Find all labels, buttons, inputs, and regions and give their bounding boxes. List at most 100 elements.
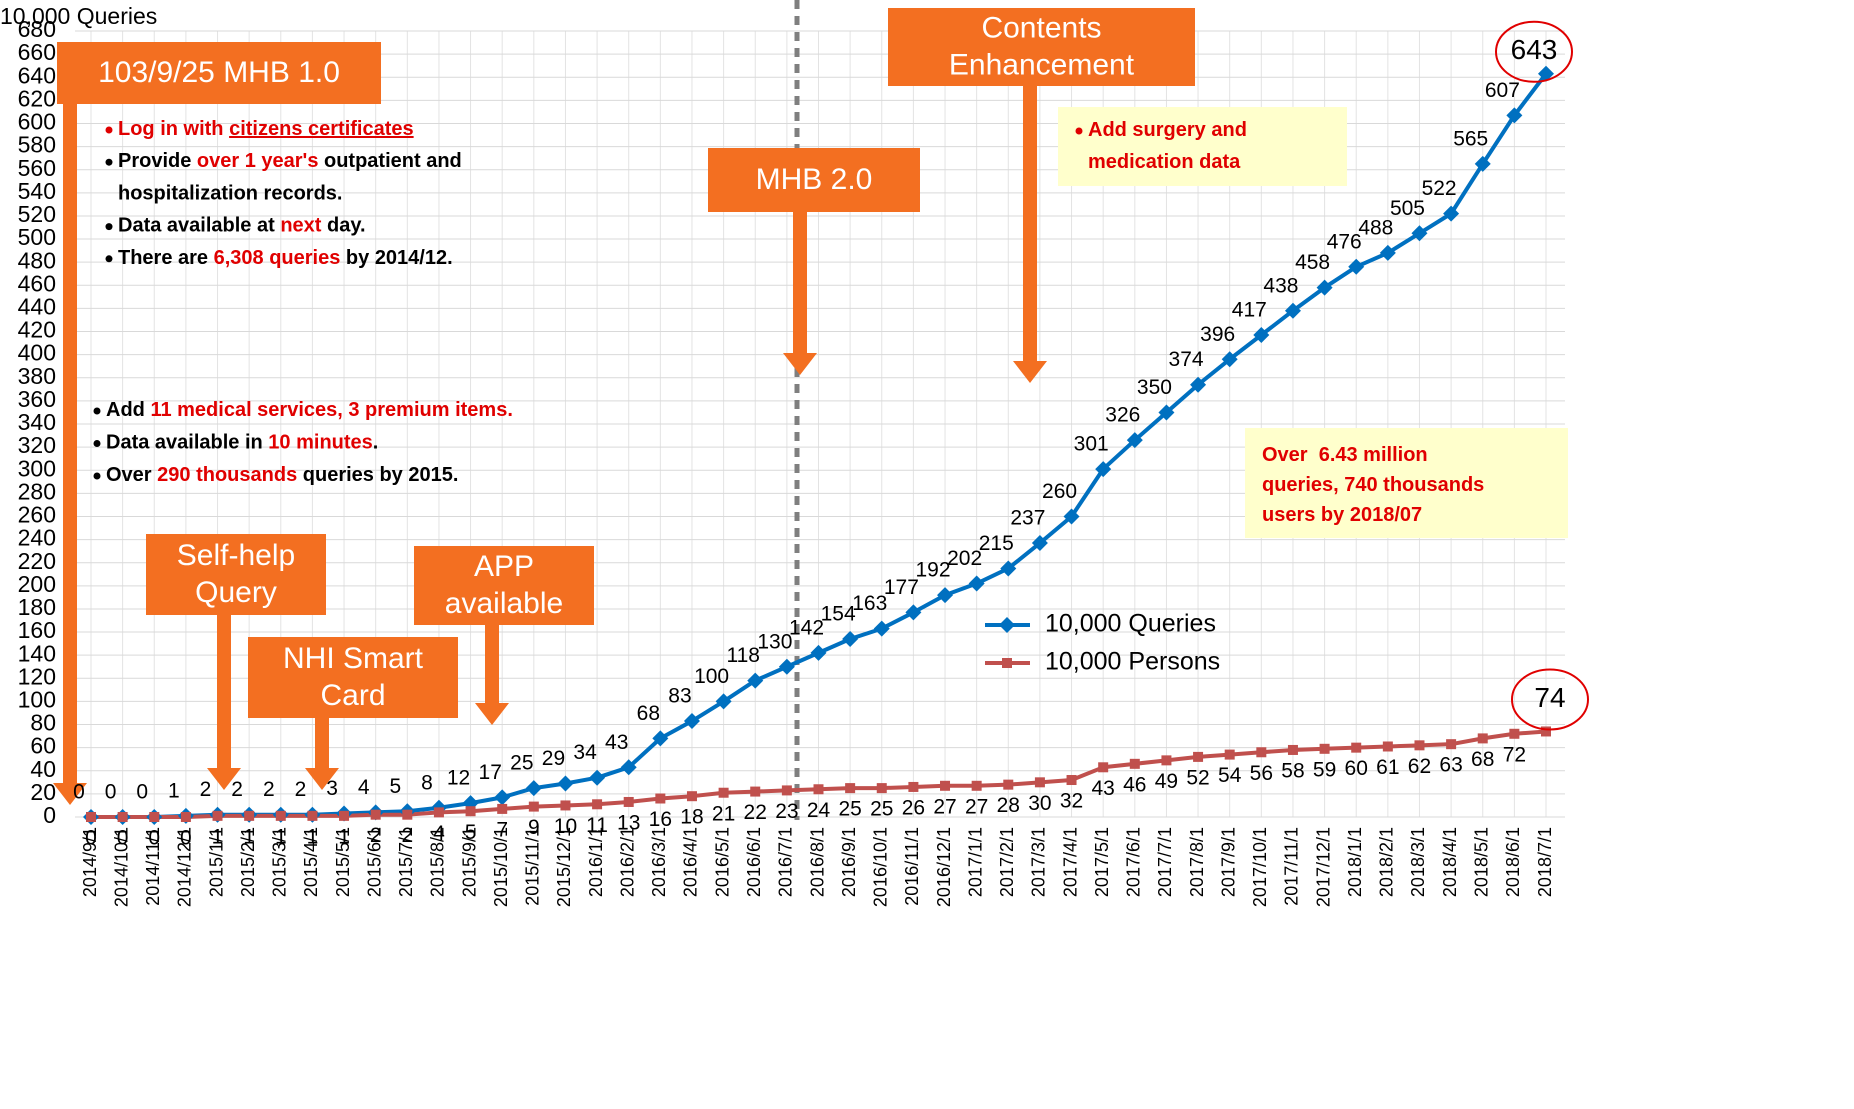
note-segment: Log in with xyxy=(118,118,229,140)
data-label: 2 xyxy=(200,778,212,801)
y-tick-label: 280 xyxy=(18,478,56,504)
note-segment: medication data xyxy=(1088,151,1241,173)
data-label: 8 xyxy=(421,771,433,794)
x-tick-label: 2016/2/1 xyxy=(617,827,637,897)
note-segment: 6,308 queries xyxy=(214,247,341,269)
x-tick-label: 2016/12/1 xyxy=(934,827,954,907)
marker xyxy=(1443,205,1460,222)
y-tick-label: 160 xyxy=(18,617,56,643)
marker xyxy=(715,693,732,710)
note-segment: Over 6.43 million xyxy=(1262,444,1428,466)
y-tick-label: 480 xyxy=(18,247,56,273)
highlight-circle xyxy=(1495,20,1573,83)
x-tick-label: 2016/11/1 xyxy=(902,827,922,906)
marker xyxy=(528,801,539,812)
data-label: 52 xyxy=(1186,766,1209,789)
x-tick-label: 2016/5/1 xyxy=(712,827,732,897)
marker xyxy=(1095,461,1112,478)
x-tick-label: 2018/6/1 xyxy=(1503,827,1523,897)
note-box xyxy=(1058,107,1347,186)
marker xyxy=(560,800,571,811)
callout-text: 103/9/25 MHB 1.0 xyxy=(98,56,340,89)
marker xyxy=(750,786,761,797)
marker xyxy=(1411,225,1428,242)
data-label: 2 xyxy=(370,824,382,847)
marker xyxy=(1034,777,1045,788)
x-tick-label: 2017/5/1 xyxy=(1092,827,1112,897)
marker xyxy=(149,812,160,822)
y-tick-label: 560 xyxy=(18,155,56,181)
x-tick-label: 2015/8/1 xyxy=(428,827,448,897)
data-label: 0 xyxy=(117,827,129,850)
marker xyxy=(845,783,856,794)
data-label: 68 xyxy=(637,702,660,725)
y-tick-label: 40 xyxy=(30,756,56,782)
data-label: 54 xyxy=(1218,764,1242,787)
x-tick-label: 2015/5/1 xyxy=(333,827,353,897)
note-segment: 10 minutes xyxy=(268,432,372,454)
note-segment: hospitalization records. xyxy=(118,183,342,205)
data-label: 0 xyxy=(73,781,85,804)
y-tick-label: 140 xyxy=(18,640,56,666)
data-label: 326 xyxy=(1105,404,1140,427)
y-tick-label: 500 xyxy=(18,224,56,250)
data-label: 142 xyxy=(789,616,824,639)
marker xyxy=(525,780,542,797)
note-text: Over 290 thousands queries by 2015. xyxy=(106,464,458,486)
data-label: 58 xyxy=(1281,760,1304,783)
data-label: 0 xyxy=(136,781,148,804)
marker xyxy=(1316,279,1333,296)
data-label: 2 xyxy=(231,778,243,801)
note-box xyxy=(1245,428,1568,538)
marker xyxy=(1541,726,1551,737)
data-label: 522 xyxy=(1422,177,1457,200)
data-label: 1 xyxy=(275,825,287,848)
marker xyxy=(180,812,191,822)
note-segment: queries, 740 thousands xyxy=(1262,474,1484,496)
note-segment: 11 medical services, 3 premium items. xyxy=(150,399,512,421)
y-tick-label: 680 xyxy=(18,16,56,42)
marker xyxy=(465,806,476,817)
x-tick-label: 2015/10/1 xyxy=(491,827,511,907)
callout-text: Query xyxy=(195,576,277,609)
marker xyxy=(1000,560,1017,577)
x-tick-label: 2017/12/1 xyxy=(1313,827,1333,907)
marker xyxy=(623,796,634,807)
callout-arrow xyxy=(1013,86,1047,383)
note-text: Data available in 10 minutes. xyxy=(106,432,378,454)
data-label: 24 xyxy=(807,799,831,822)
y-tick-label: 200 xyxy=(18,571,56,597)
data-label: 29 xyxy=(542,747,565,770)
data-label: 83 xyxy=(668,685,691,708)
bullet xyxy=(1075,127,1083,135)
data-label: 27 xyxy=(965,795,988,818)
y-tick-label: 60 xyxy=(30,733,56,759)
x-tick-label: 2016/7/1 xyxy=(776,827,796,897)
x-tick-label: 2018/4/1 xyxy=(1440,827,1460,897)
callout-text: Card xyxy=(320,679,385,712)
callout-text: Self-help xyxy=(177,539,295,572)
note-text: Log in with citizens certificates xyxy=(118,118,414,140)
x-tick-label: 2017/11/1 xyxy=(1282,827,1302,906)
data-label: 25 xyxy=(510,752,533,775)
marker xyxy=(1348,258,1365,275)
data-label: 74 xyxy=(1534,682,1565,713)
marker xyxy=(1126,432,1143,449)
note-segment: Over xyxy=(106,464,157,486)
marker xyxy=(683,713,700,730)
note-segment: There are xyxy=(118,247,214,269)
data-label: 28 xyxy=(997,794,1020,817)
legend-label: 10,000 Queries xyxy=(1045,610,1216,638)
data-label: 260 xyxy=(1042,480,1077,503)
note-segment: 290 thousands xyxy=(157,464,297,486)
data-label: 43 xyxy=(1091,777,1114,800)
data-label: 2 xyxy=(401,824,413,847)
data-label: 16 xyxy=(649,808,672,831)
data-label: 0 xyxy=(105,781,117,804)
legend-marker xyxy=(1002,658,1012,668)
bullet xyxy=(105,223,113,231)
x-tick-label: 2014/11/1 xyxy=(143,827,163,906)
data-label: 56 xyxy=(1250,762,1273,785)
data-label: 1 xyxy=(243,825,255,848)
data-label: 301 xyxy=(1074,433,1109,456)
